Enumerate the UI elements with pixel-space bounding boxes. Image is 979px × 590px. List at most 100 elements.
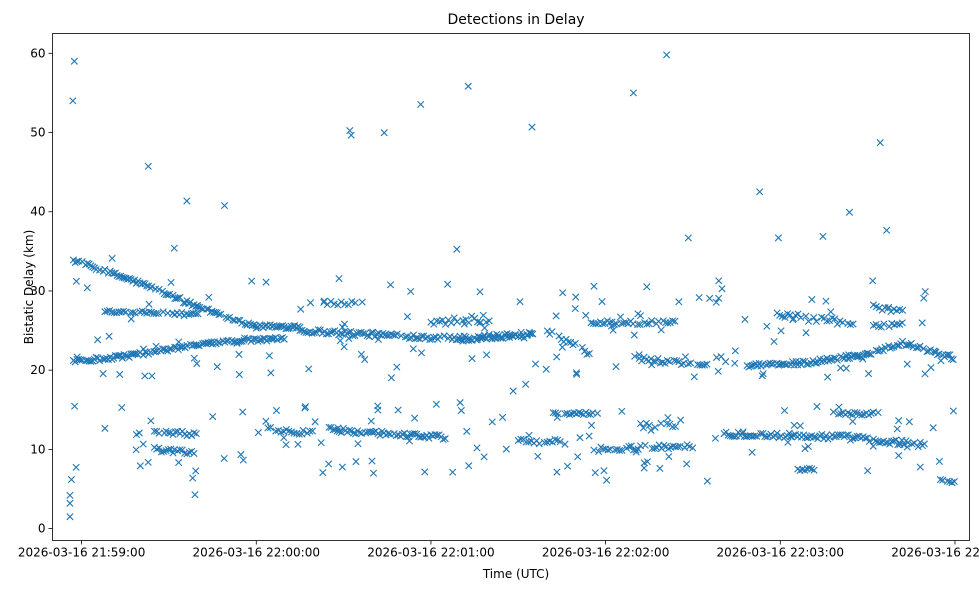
detection-point bbox=[859, 355, 867, 363]
detection-point bbox=[83, 259, 92, 267]
detection-point bbox=[929, 424, 937, 432]
detection-point bbox=[676, 442, 684, 450]
detection-point bbox=[241, 334, 249, 342]
detection-point bbox=[362, 429, 370, 437]
detection-point bbox=[622, 318, 630, 327]
detection-point bbox=[812, 317, 820, 325]
detection-point bbox=[731, 359, 739, 367]
detection-point bbox=[863, 434, 871, 442]
detection-point bbox=[651, 423, 659, 431]
detection-point bbox=[476, 319, 484, 327]
detection-point bbox=[790, 421, 798, 429]
detection-point bbox=[659, 358, 667, 366]
detection-point bbox=[311, 418, 319, 426]
detection-point bbox=[468, 354, 476, 363]
detection-point bbox=[432, 400, 440, 408]
detection-point bbox=[585, 432, 593, 440]
detection-point bbox=[488, 418, 496, 426]
detection-point bbox=[345, 426, 354, 434]
detection-point bbox=[89, 263, 97, 271]
detection-point bbox=[514, 332, 522, 341]
detection-point bbox=[157, 448, 165, 456]
detection-point bbox=[441, 435, 449, 443]
detection-point bbox=[444, 280, 452, 288]
detection-point bbox=[576, 434, 584, 442]
detection-point bbox=[573, 370, 581, 378]
detection-point bbox=[885, 303, 893, 311]
detection-point bbox=[73, 353, 81, 361]
detection-point bbox=[256, 336, 264, 344]
detection-point bbox=[632, 448, 640, 456]
detection-point bbox=[871, 437, 880, 445]
detection-point bbox=[947, 355, 956, 363]
detection-point bbox=[152, 342, 160, 350]
detection-point bbox=[352, 458, 360, 466]
detection-point bbox=[600, 467, 608, 475]
detection-point bbox=[893, 425, 901, 433]
detection-point bbox=[666, 357, 674, 366]
detection-point bbox=[525, 431, 533, 439]
detection-point bbox=[383, 331, 391, 340]
detection-point bbox=[94, 336, 102, 344]
x-tick-label: 2026-03-16 22:03:00 bbox=[717, 546, 844, 560]
detection-point bbox=[83, 284, 91, 292]
x-tick-label: 2026-03-16 22:00:00 bbox=[193, 546, 320, 560]
detection-point bbox=[648, 361, 656, 369]
detection-point bbox=[194, 310, 202, 318]
detection-point bbox=[556, 438, 564, 446]
detection-point bbox=[363, 331, 371, 340]
detection-point bbox=[927, 364, 935, 372]
detection-point bbox=[670, 356, 678, 364]
detection-point bbox=[703, 477, 711, 485]
detection-point bbox=[195, 342, 203, 350]
detection-point bbox=[618, 407, 626, 415]
detection-point bbox=[265, 352, 273, 360]
detection-point bbox=[898, 306, 907, 314]
detection-point bbox=[572, 293, 580, 301]
detection-point bbox=[290, 429, 298, 437]
detection-point bbox=[883, 226, 891, 234]
detection-point bbox=[497, 334, 505, 342]
detection-point bbox=[136, 462, 144, 470]
detection-point bbox=[827, 308, 835, 316]
detection-point bbox=[337, 298, 345, 306]
detection-point bbox=[476, 333, 485, 341]
detection-point bbox=[864, 370, 873, 378]
detection-point bbox=[551, 435, 559, 444]
detection-point bbox=[308, 427, 317, 435]
detection-point bbox=[411, 414, 419, 422]
detection-point bbox=[714, 367, 722, 375]
detection-point bbox=[264, 424, 272, 432]
detection-point bbox=[640, 459, 648, 467]
detection-point bbox=[636, 320, 644, 329]
detection-point bbox=[473, 318, 482, 326]
detection-point bbox=[262, 278, 270, 286]
detection-point bbox=[145, 300, 153, 308]
detection-point bbox=[865, 437, 873, 445]
x-tick-label: 2026-03-16 21:59:00 bbox=[18, 546, 145, 560]
detection-point bbox=[861, 434, 869, 442]
detection-point bbox=[155, 285, 163, 293]
detection-point bbox=[502, 445, 510, 453]
detection-point bbox=[354, 440, 362, 448]
detection-point bbox=[386, 281, 395, 289]
detection-point bbox=[937, 357, 945, 365]
detection-point bbox=[368, 457, 376, 465]
detection-point bbox=[430, 333, 438, 342]
detection-point bbox=[356, 429, 364, 437]
detection-point bbox=[476, 288, 484, 296]
detection-point bbox=[215, 311, 223, 319]
detection-point bbox=[453, 245, 461, 253]
detection-point bbox=[681, 353, 690, 361]
detection-point bbox=[336, 337, 344, 345]
detection-point bbox=[660, 441, 668, 450]
detection-point bbox=[595, 447, 603, 456]
detection-point bbox=[280, 335, 288, 343]
detection-point bbox=[869, 442, 877, 450]
detection-point bbox=[715, 294, 723, 302]
detection-point bbox=[345, 334, 353, 342]
detection-point bbox=[663, 51, 671, 59]
detection-point bbox=[845, 208, 854, 216]
detection-point bbox=[159, 308, 167, 316]
